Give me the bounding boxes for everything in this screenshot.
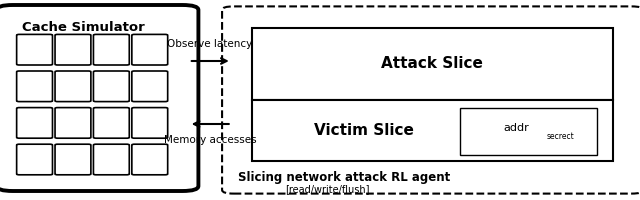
Bar <box>252 100 613 161</box>
FancyBboxPatch shape <box>55 108 91 138</box>
FancyBboxPatch shape <box>132 108 168 138</box>
FancyBboxPatch shape <box>93 71 129 102</box>
Text: Cache Simulator: Cache Simulator <box>22 21 145 34</box>
Text: Attack Slice: Attack Slice <box>381 56 483 72</box>
FancyBboxPatch shape <box>17 144 52 175</box>
Text: [read/write/flush]: [read/write/flush] <box>285 184 369 194</box>
Text: secrect: secrect <box>547 132 575 141</box>
FancyBboxPatch shape <box>93 144 129 175</box>
FancyBboxPatch shape <box>55 144 91 175</box>
FancyBboxPatch shape <box>132 71 168 102</box>
Text: addr: addr <box>504 123 529 133</box>
Bar <box>252 28 613 100</box>
Text: Slicing network attack RL agent: Slicing network attack RL agent <box>238 170 451 184</box>
FancyBboxPatch shape <box>93 34 129 65</box>
FancyBboxPatch shape <box>132 144 168 175</box>
FancyBboxPatch shape <box>132 34 168 65</box>
FancyBboxPatch shape <box>93 108 129 138</box>
Bar <box>460 108 597 155</box>
FancyBboxPatch shape <box>17 71 52 102</box>
FancyBboxPatch shape <box>55 34 91 65</box>
Text: Victim Slice: Victim Slice <box>314 123 413 138</box>
FancyBboxPatch shape <box>0 5 198 191</box>
Text: Observe latency: Observe latency <box>167 39 253 49</box>
FancyBboxPatch shape <box>17 34 52 65</box>
FancyBboxPatch shape <box>55 71 91 102</box>
FancyBboxPatch shape <box>222 6 640 194</box>
Text: Memory accesses: Memory accesses <box>164 135 256 145</box>
FancyBboxPatch shape <box>17 108 52 138</box>
